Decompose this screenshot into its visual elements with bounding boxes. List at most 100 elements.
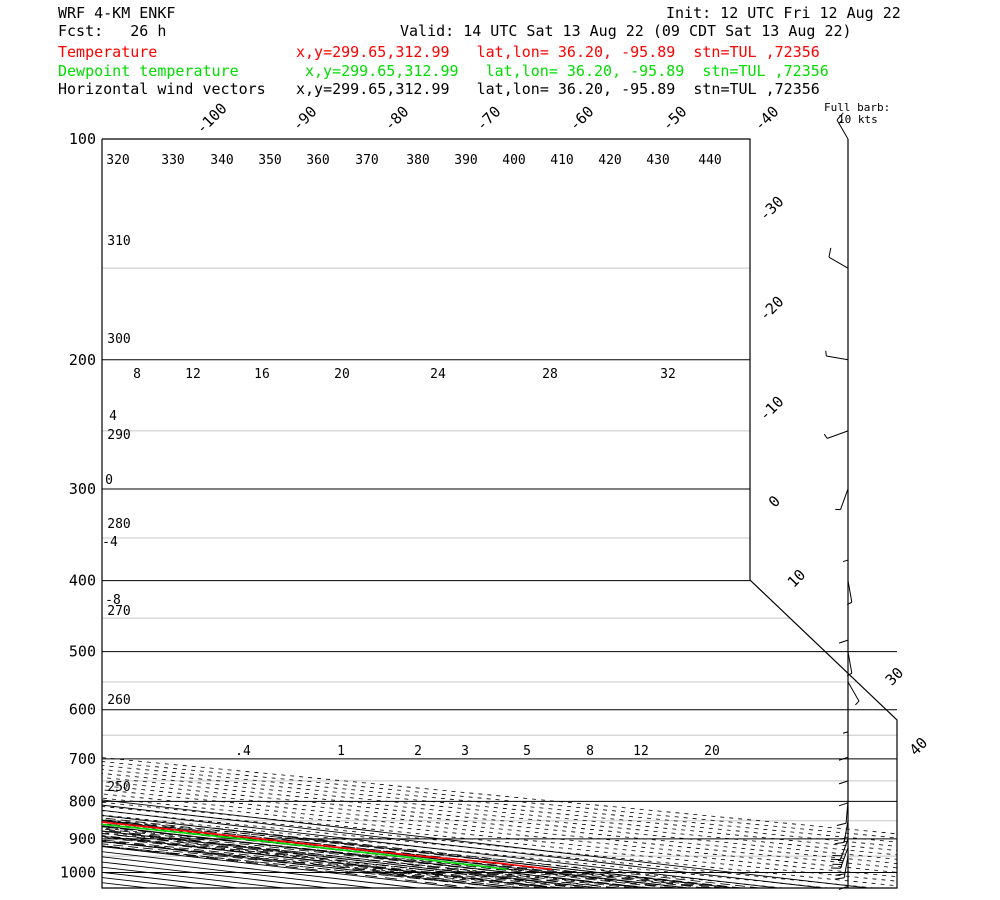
theta-label: 360 [306, 153, 329, 168]
mixing-ratio-line [102, 709, 524, 888]
pressure-label: 200 [69, 351, 96, 369]
theta-e-label: 12 [185, 367, 201, 382]
moist-adiabat [102, 267, 743, 888]
wind-barb-half-flag [842, 559, 849, 563]
dry-adiabat [102, 139, 897, 888]
theta-label: 310 [107, 234, 130, 249]
wind-barb [836, 801, 849, 826]
wind-barb-flag [838, 802, 849, 807]
wind-barb-half-flag [823, 433, 828, 439]
barb-legend-line2: 10 kts [838, 113, 878, 126]
mixing-ratio-line [102, 709, 563, 888]
isotherm-line [102, 139, 509, 888]
isotherm-label: 30 [882, 664, 908, 690]
wind-barb-flag [834, 841, 845, 845]
isotherm-line [0, 139, 58, 888]
wind-barb-flag [828, 247, 832, 258]
wind-barb [838, 864, 849, 890]
wind-barb-half-flag [842, 731, 849, 734]
wind-barb [842, 709, 849, 734]
dry-adiabat [102, 139, 510, 888]
theta-label: 370 [355, 153, 378, 168]
pressure-label: 600 [69, 701, 96, 719]
pressure-label: 500 [69, 643, 96, 661]
dry-adiabat [102, 139, 738, 888]
isotherm-label: -80 [381, 103, 413, 135]
wind-legend-label: Horizontal wind vectors [58, 80, 266, 98]
dry-adiabat [102, 139, 897, 888]
wind-barb [836, 112, 849, 140]
dry-adiabat [102, 139, 897, 888]
mixing-ratio-label: 20 [704, 744, 720, 759]
theta-e-label: 4 [109, 409, 117, 424]
wind-barb-staff [840, 488, 849, 510]
mixing-ratio-label: 8 [586, 744, 594, 759]
dry-adiabat [102, 139, 647, 888]
temperature-legend-label: Temperature [58, 43, 158, 61]
isotherm-line [102, 139, 689, 888]
dry-adiabat [102, 139, 693, 888]
dewpoint-legend-label: Dewpoint temperature [58, 62, 239, 80]
mixing-ratio-label: 12 [633, 744, 649, 759]
wind-barb [828, 247, 849, 269]
wind-barb-staff [847, 580, 853, 603]
isotherm-line [102, 139, 824, 888]
theta-label: 300 [107, 332, 130, 347]
wind-barb-staff [836, 119, 849, 140]
isotherm-label: 40 [906, 734, 932, 760]
temperature-profile [102, 139, 552, 871]
wind-barb [847, 681, 860, 706]
wind-barb-flag [835, 873, 845, 876]
isotherm-line [102, 139, 554, 888]
dewpoint-legend-info: x,y=299.65,312.99 lat,lon= 36.20, -95.89… [305, 62, 829, 80]
wind-barb [838, 735, 849, 761]
isotherm-line [102, 139, 644, 888]
wind-barb-half-flag [846, 601, 853, 606]
isotherm-label: 0 [765, 492, 784, 511]
theta-e-label: 32 [660, 367, 676, 382]
wind-barb-flag [834, 877, 845, 880]
isotherm-line [102, 139, 104, 888]
dry-adiabat [102, 139, 897, 888]
isotherm-label: -30 [756, 193, 788, 225]
moist-adiabat [102, 267, 671, 888]
isotherm-line [102, 139, 239, 888]
wind-barb [846, 651, 853, 677]
isotherm-line [102, 139, 464, 888]
wind-barb [823, 430, 849, 439]
dry-adiabat [102, 139, 830, 888]
dry-adiabat [102, 139, 875, 888]
isotherm-line [102, 139, 284, 888]
valid-time: Valid: 14 UTC Sat 13 Aug 22 (09 CDT Sat … [400, 22, 852, 40]
wind-barb [842, 538, 849, 563]
wind-barb [830, 847, 849, 869]
wind-barb-flag [838, 780, 849, 785]
wind-barb-half-flag [838, 119, 843, 124]
mixing-ratio-label: 2 [414, 744, 422, 759]
wind-barb [846, 580, 853, 606]
theta-label: 270 [107, 604, 130, 619]
pressure-label: 400 [69, 572, 96, 590]
mixing-ratio-line [102, 709, 649, 888]
theta-e-label: 0 [105, 473, 113, 488]
isotherm-label: -70 [473, 103, 505, 135]
wind-barb-staff [847, 651, 853, 674]
isotherm-label: -40 [751, 103, 783, 135]
mixing-ratio-label: 1 [337, 744, 345, 759]
wind-barb-staff [826, 355, 849, 361]
moist-adiabat [102, 267, 707, 888]
wind-barb-half-flag [846, 672, 853, 677]
forecast-hour: Fcst: 26 h [58, 22, 167, 40]
mixing-ratio-line [102, 709, 477, 888]
dry-adiabat [102, 139, 897, 888]
moist-adiabat [102, 374, 617, 888]
moist-adiabat [102, 477, 545, 888]
wind-barb-half-flag [855, 700, 860, 706]
isotherm-label: -50 [659, 103, 691, 135]
moist-adiabat [102, 430, 581, 888]
theta-e-label: -8 [105, 593, 121, 608]
dry-adiabat [102, 139, 897, 888]
barb-legend-line1: Full barb: [824, 101, 891, 114]
model-title: WRF 4-KM ENKF [58, 4, 176, 22]
